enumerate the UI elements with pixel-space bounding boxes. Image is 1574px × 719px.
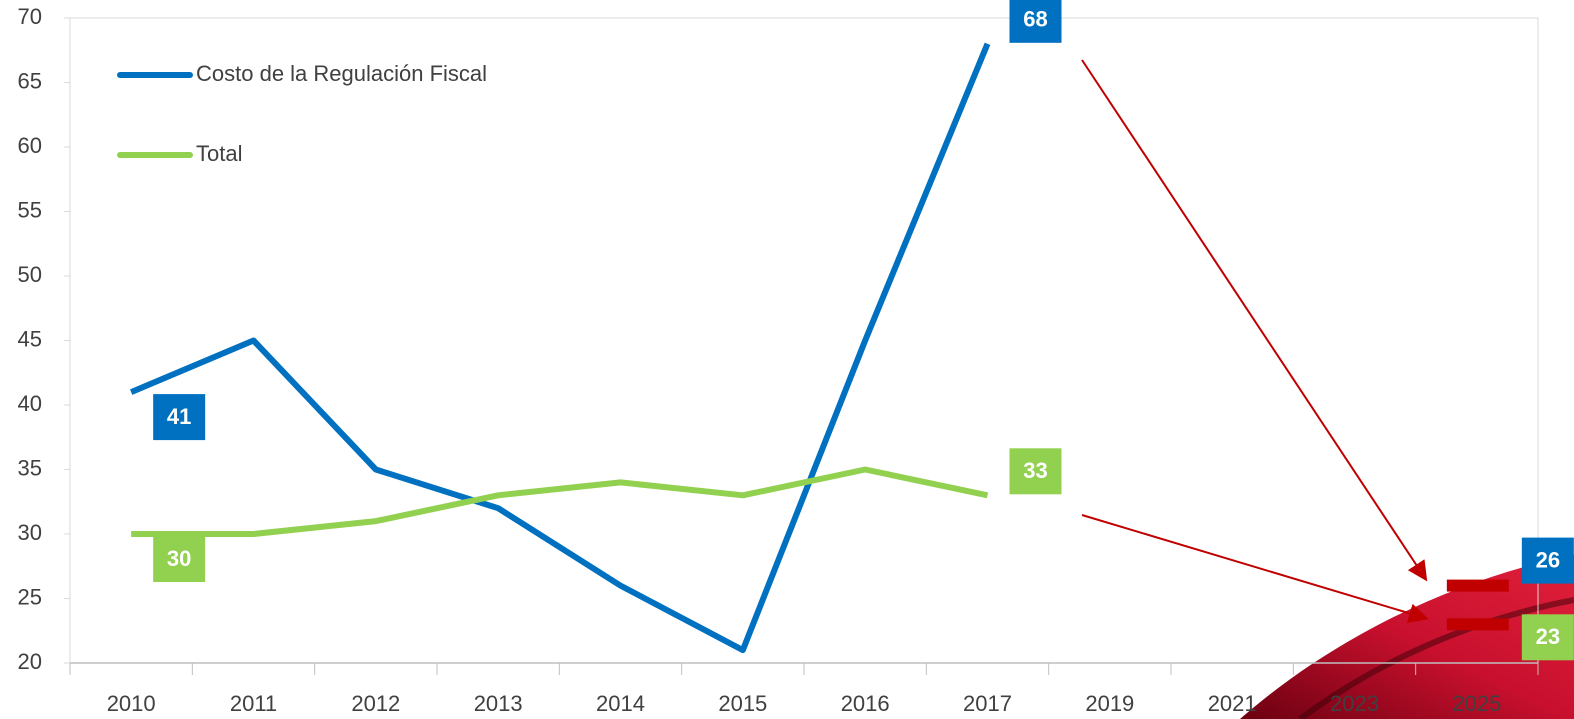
data-label-box [1521, 537, 1574, 584]
data-label-box [153, 536, 206, 582]
x-tick-label: 2016 [841, 691, 890, 716]
x-tick-label: 2010 [107, 691, 156, 716]
y-tick-label: 50 [18, 262, 42, 287]
data-label: 26 [1536, 547, 1560, 572]
x-tick-label: 2014 [596, 691, 645, 716]
data-label-box [1521, 614, 1574, 661]
decor-swoosh-shadow [1298, 597, 1574, 719]
point-marker [1446, 618, 1509, 631]
data-label: 33 [1023, 458, 1047, 483]
data-label: 23 [1536, 624, 1560, 649]
x-tick-label: 2021 [1208, 691, 1257, 716]
y-tick-label: 55 [18, 197, 42, 222]
legend: Costo de la Regulación Fiscal Total [117, 61, 487, 166]
x-tick-label: 2017 [963, 691, 1012, 716]
x-tick-label: 2019 [1085, 691, 1134, 716]
y-tick-label: 40 [18, 391, 42, 416]
x-tick-label: 2013 [474, 691, 523, 716]
legend-label: Costo de la Regulación Fiscal [196, 61, 487, 86]
x-tick-label: 2023 [1330, 691, 1379, 716]
y-tick-label: 60 [18, 133, 42, 158]
y-tick-label: 65 [18, 68, 42, 93]
point-marker [1446, 579, 1509, 592]
x-tick-label: 2025 [1452, 691, 1501, 716]
arrow [1081, 514, 1429, 623]
x-tick-label: 2011 [230, 691, 277, 716]
y-tick-label: 45 [18, 326, 42, 351]
y-tick-label: 30 [18, 520, 42, 545]
y-tick-label: 20 [18, 649, 42, 674]
series-line [131, 466, 989, 537]
y-tick-label: 25 [18, 584, 42, 609]
data-label-box [1009, 0, 1062, 43]
y-tick-label: 70 [18, 4, 42, 29]
legend-label: Total [196, 141, 242, 166]
x-tick-label: 2015 [718, 691, 767, 716]
data-label: 30 [167, 546, 191, 571]
data-label-box [1009, 448, 1062, 495]
y-tick-label: 35 [18, 455, 42, 480]
arrow [1081, 59, 1428, 582]
data-label-box [153, 394, 206, 441]
data-label: 41 [167, 404, 191, 429]
plot-frame [69, 17, 1539, 664]
x-tick-label: 2012 [351, 691, 400, 716]
decor-swoosh [1240, 555, 1574, 719]
series-line [130, 42, 991, 654]
data-label: 68 [1023, 7, 1047, 32]
